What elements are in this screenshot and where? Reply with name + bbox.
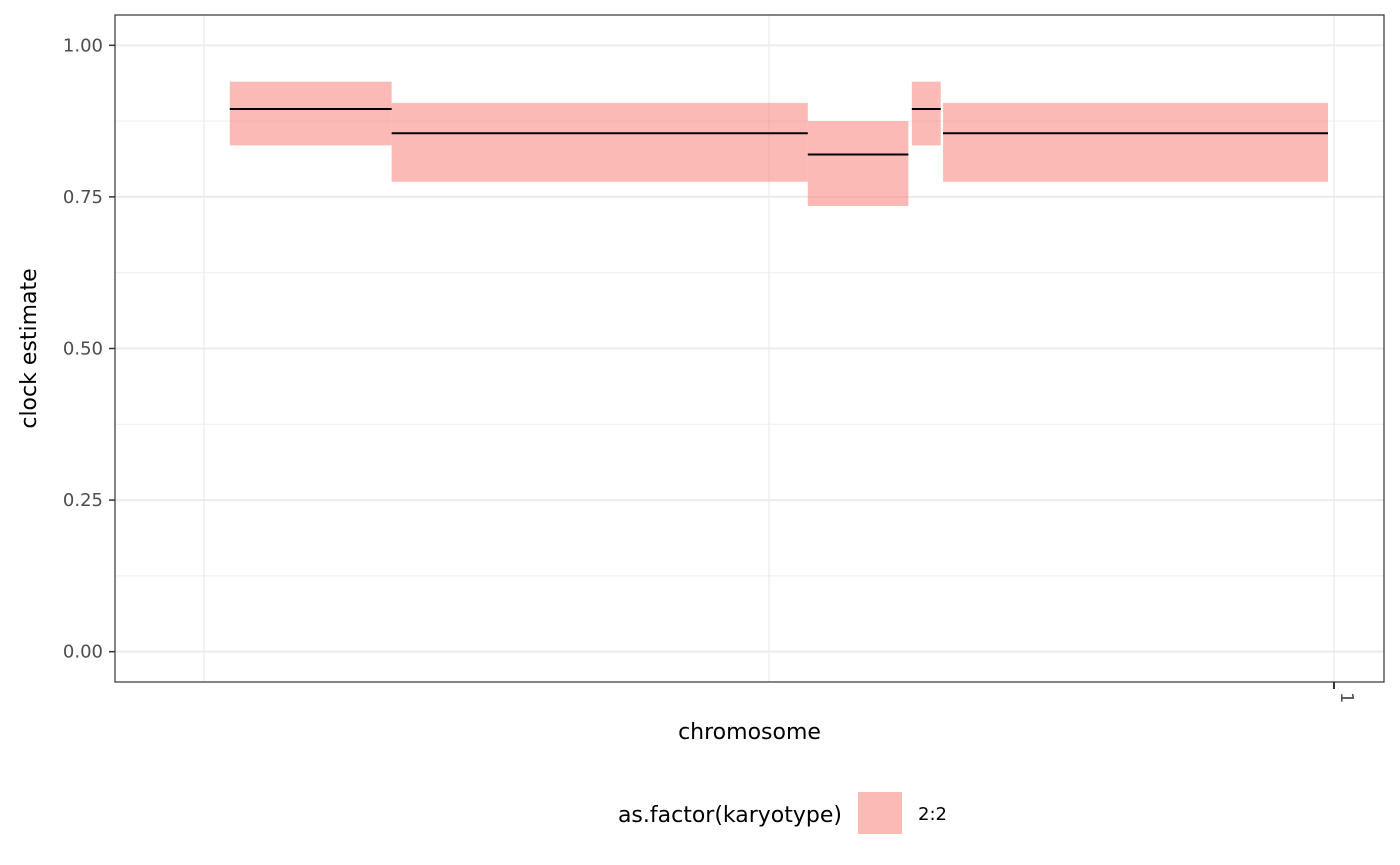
estimate-band: [807, 121, 909, 207]
legend-title: as.factor(karyotype): [618, 803, 842, 828]
y-tick-label: 1.00: [63, 35, 103, 56]
y-tick-label: 0.00: [63, 642, 103, 663]
estimate-band: [911, 81, 941, 146]
y-tick-label: 0.75: [63, 187, 103, 208]
x-axis-title: chromosome: [678, 720, 821, 745]
estimate-band: [229, 81, 392, 146]
y-tick-label: 0.25: [63, 490, 103, 511]
legend-key-swatch: [858, 792, 902, 834]
y-axis-ticks: 0.00 0.25 0.50 0.75 1.00: [63, 35, 115, 663]
y-tick-label: 0.50: [63, 339, 103, 360]
y-axis-title: clock estimate: [17, 268, 42, 428]
estimate-bands: [229, 81, 1328, 207]
estimate-lines: [229, 107, 1328, 156]
x-axis-ticks: 1: [1333, 682, 1357, 703]
estimate-band: [943, 102, 1328, 182]
legend: as.factor(karyotype) 2:2: [618, 792, 947, 834]
legend-key-label: 2:2: [918, 804, 947, 825]
estimate-band: [391, 102, 808, 182]
x-tick-label: 1: [1336, 692, 1357, 703]
